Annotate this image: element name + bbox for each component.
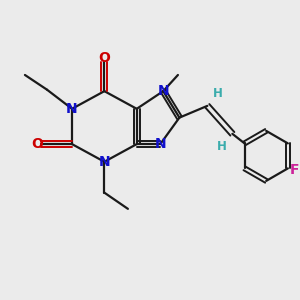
- Text: N: N: [158, 84, 169, 98]
- Text: O: O: [98, 51, 110, 65]
- Text: N: N: [66, 102, 78, 116]
- Text: N: N: [154, 137, 166, 151]
- Text: F: F: [290, 163, 299, 177]
- Text: O: O: [32, 137, 44, 151]
- Text: H: H: [217, 140, 227, 153]
- Text: N: N: [99, 155, 110, 169]
- Text: H: H: [213, 87, 223, 100]
